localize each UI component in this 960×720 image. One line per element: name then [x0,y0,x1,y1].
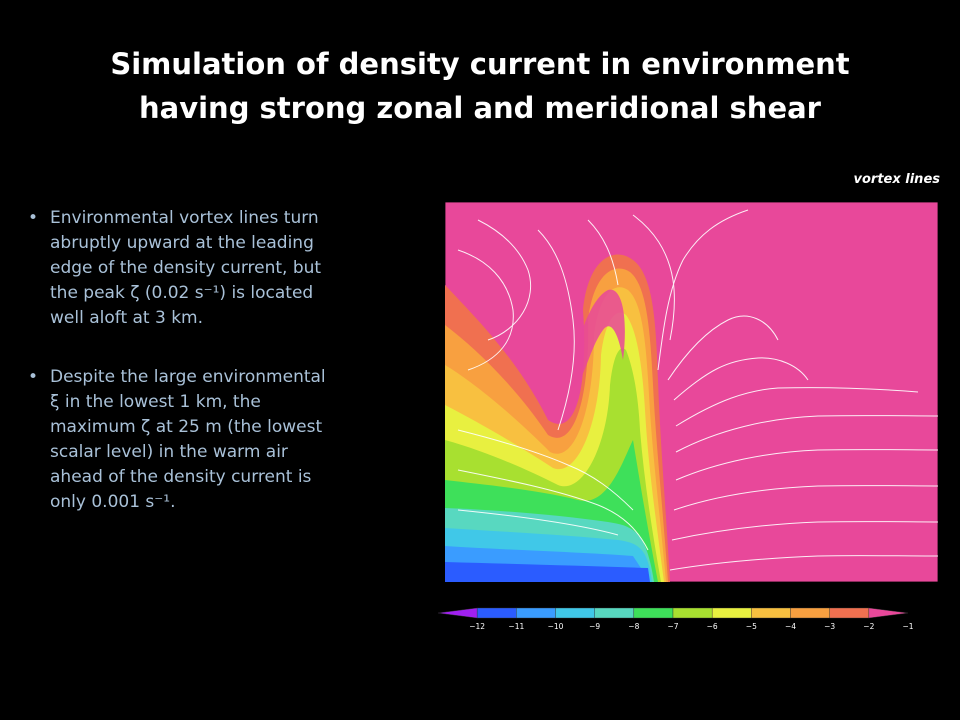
vorticity-figure: 0 0.5 1 1.5 2 2.5 3 3.5 4 6 8 10 12 14 16 18 20 22 24 −12… [418,190,948,640]
colorbar-cell [437,607,478,619]
contour-field [445,209,938,582]
y-tick-label: 3.5 [428,247,439,255]
colorbar-cell [672,607,713,619]
colorbar-tick-label: −2 [863,622,874,631]
bullet-2-line-2: ξ in the lowest 1 km, the [50,392,261,412]
vortex-line-6 [675,387,919,427]
colorbar-cell [790,607,830,619]
vorticity-plot: 0 0.5 1 1.5 2 2.5 3 3.5 4 6 8 10 12 14 16 18 20 22 24 −12… [428,199,939,631]
colorbar-cell [711,607,752,619]
slide-title-line-2: having strong zonal and meridional shear [139,91,821,125]
colorbar-tick-label: −3 [824,622,835,631]
y-tick-label: 1 [435,484,439,492]
bullet-item-1: Environmental vortex lines turn abruptly… [28,206,396,331]
vortex-line-5 [675,415,938,453]
colorbar-tick-label: −5 [746,622,757,631]
bullet-2-line-3: maximum ζ at 25 m (the lowest [50,417,323,437]
x-tick-label: 6 [460,589,465,597]
colorbar-cell [829,607,870,619]
y-tick-label: 2 [435,389,439,397]
x-tick-label: 10 [558,589,567,597]
figure-label: vortex lines [853,172,940,187]
x-tick-label: 22 [858,589,867,597]
bullet-list: Environmental vortex lines turn abruptly… [28,206,396,549]
vortex-line-2 [671,521,938,541]
bullet-1-line-2: abruptly upward at the leading [50,233,314,253]
vortex-line-13 [587,219,619,286]
bullet-2-line-4: scalar level) in the warm air [50,442,288,462]
y-tick-label: 1.5 [428,437,439,445]
vortex-line-3 [673,485,938,511]
colorbar-cell [555,607,595,619]
colorbar-tick-label: −11 [508,622,524,631]
vortex-line-12 [537,229,575,431]
x-tick-label: 8 [510,589,514,597]
vortex-line-15 [457,469,649,551]
x-tick-label: 12 [608,589,617,597]
colorbar-tick-label: −1 [902,622,913,631]
vortex-line-4 [675,449,938,481]
vortex-line-16 [457,509,619,536]
x-axis-ticks: 6 8 10 12 14 16 18 20 22 24 [460,582,918,597]
bullet-1-line-1: Environmental vortex lines turn [50,208,319,228]
bullet-2-line-6: only 0.001 s⁻¹. [50,492,176,512]
colorbar-tick-label: −7 [667,622,678,631]
colorbar-tick-label: −9 [589,622,600,631]
slide-title-line-1: Simulation of density current in environ… [110,47,850,81]
colorbar-tick-label: −12 [469,622,485,631]
colorbar-cell [476,607,517,619]
vortex-line-11 [457,249,514,371]
bullet-2-line-5: ahead of the density current is [50,467,312,487]
bullet-1-line-4: the peak ζ (0.02 s⁻¹) is located [50,283,314,303]
bullet-1-line-5: well aloft at 3 km. [50,308,204,328]
y-tick-label: 2.5 [428,342,439,350]
x-tick-label: 16 [708,589,717,597]
x-tick-label: 24 [909,589,918,597]
colorbar-tick-label: −4 [785,622,796,631]
bullet-item-2: Despite the large environmental ξ in the… [28,365,396,515]
bullet-1-line-3: edge of the density current, but [50,258,322,278]
colorbar: −12 −11 −10 −9 −8 −7 −6 −5 −4 −3 −2 −1 [437,607,914,631]
colorbar-tick-label: −8 [628,622,639,631]
x-tick-label: 14 [658,589,667,597]
vortex-line-14 [457,429,634,511]
y-axis-ticks: 0 0.5 1 1.5 2 2.5 3 3.5 4 [428,199,445,587]
vortex-line-1 [669,555,938,571]
vortex-line-9 [657,209,749,371]
vortex-line-8 [667,315,779,381]
colorbar-tick-label: −6 [707,622,718,631]
vortex-line-7 [673,357,809,401]
colorbar-cell [516,607,556,619]
vortex-line-17 [632,214,675,341]
slide-title: Simulation of density current in environ… [40,42,920,130]
colorbar-cell [751,607,791,619]
vortex-lines [457,209,938,571]
colorbar-cell [868,607,909,619]
y-tick-label: 3 [435,294,439,302]
vortex-line-10 [477,219,532,341]
colorbar-tick-label: −10 [548,622,564,631]
colorbar-cell [594,607,635,619]
y-tick-label: 0 [435,579,439,587]
y-tick-label: 0.5 [428,532,439,540]
x-tick-label: 20 [808,589,817,597]
contour-core [568,289,625,390]
colorbar-cell [633,607,674,619]
y-tick-label: 4 [435,199,440,207]
bullet-2-line-1: Despite the large environmental [50,367,326,387]
x-tick-label: 18 [758,589,767,597]
contour-band-blue [445,562,650,582]
